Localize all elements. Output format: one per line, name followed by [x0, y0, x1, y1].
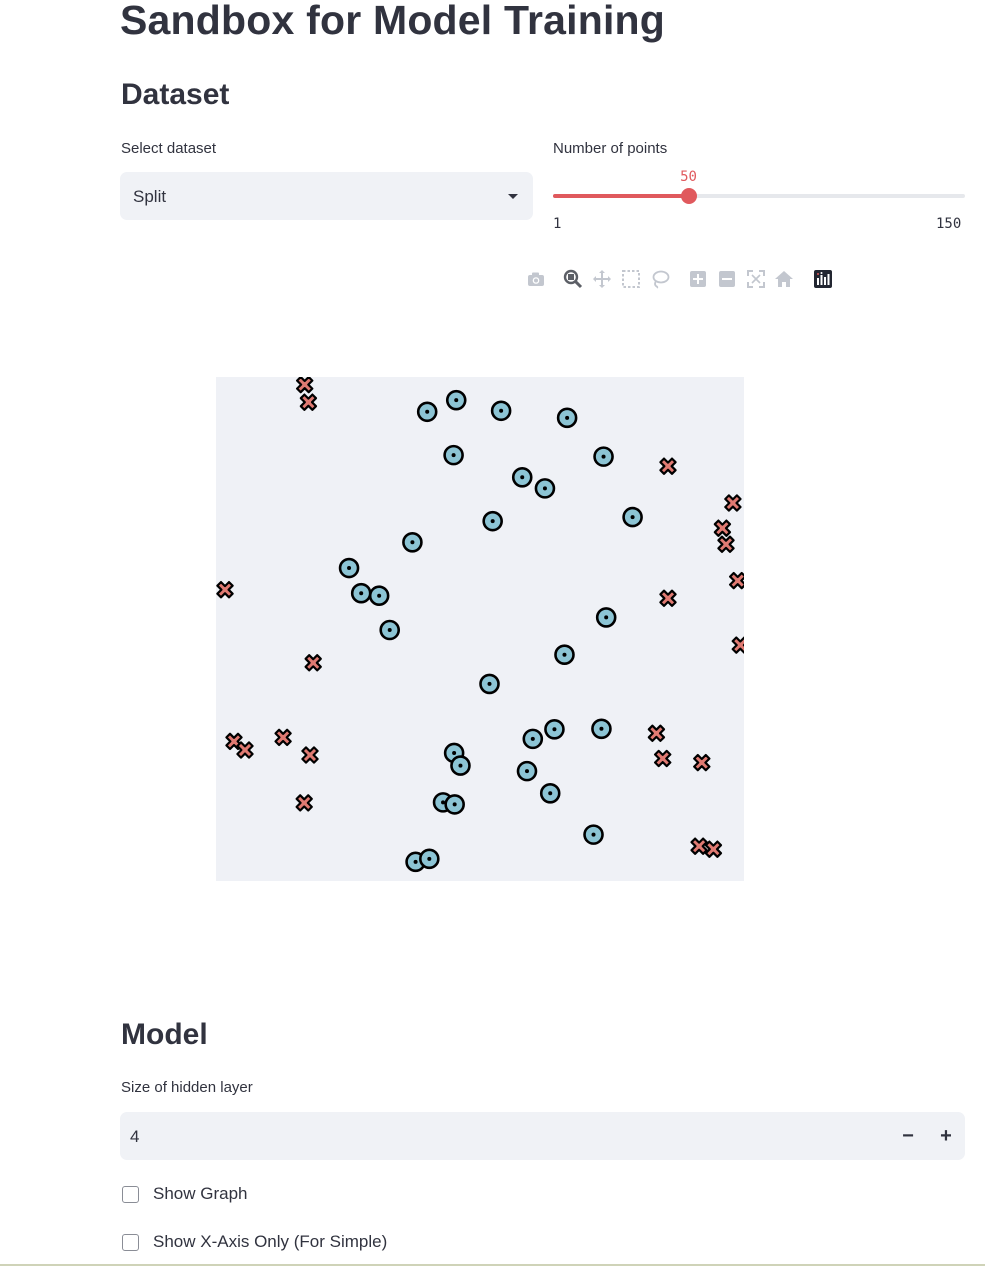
autoscale-icon[interactable] — [744, 266, 768, 292]
class-o-point — [379, 619, 401, 641]
class-x-point — [216, 581, 234, 599]
show-x-axis-checkbox[interactable] — [122, 1233, 139, 1251]
class-o-point — [402, 532, 423, 553]
dataset-select-value: Split — [133, 187, 167, 206]
scatter-plot[interactable] — [216, 377, 744, 881]
class-o-point — [350, 582, 372, 604]
class-o-point — [416, 401, 438, 423]
class-o-point — [516, 760, 538, 782]
zoom-out-icon[interactable] — [715, 266, 739, 292]
class-x-point — [659, 457, 677, 475]
class-o-point — [479, 673, 500, 695]
slider-max: 150 — [936, 216, 962, 232]
plotly-logo-icon[interactable] — [811, 266, 835, 292]
class-o-point — [554, 644, 575, 666]
camera-icon[interactable] — [524, 266, 548, 292]
class-o-point — [544, 718, 565, 740]
dataset-heading: Dataset — [121, 78, 230, 111]
show-graph-checkbox[interactable] — [122, 1185, 139, 1203]
pan-icon[interactable] — [590, 266, 614, 292]
class-x-point — [654, 749, 672, 768]
class-o-point — [490, 400, 512, 422]
class-x-point — [647, 724, 666, 742]
class-x-point — [693, 753, 711, 772]
dataset-select[interactable]: Split — [120, 172, 533, 220]
reset-axes-icon[interactable] — [772, 266, 796, 292]
class-o-point — [511, 466, 533, 488]
show-graph-label: Show Graph — [153, 1184, 248, 1203]
chevron-down-icon — [508, 194, 518, 199]
class-o-point — [482, 510, 503, 532]
page-title: Sandbox for Model Training — [120, 0, 666, 43]
class-x-point — [731, 636, 744, 654]
show-graph-row[interactable]: Show Graph — [122, 1183, 248, 1205]
class-o-point — [556, 407, 578, 429]
class-o-point — [450, 755, 471, 776]
number-of-points-label: Number of points — [553, 140, 668, 157]
lasso-select-icon[interactable] — [648, 266, 672, 292]
class-x-point — [729, 571, 744, 590]
scatter-svg — [216, 377, 744, 873]
class-o-point — [368, 585, 390, 607]
class-o-point — [583, 824, 604, 845]
decrement-button[interactable]: − — [889, 1112, 927, 1160]
class-x-point — [724, 494, 742, 512]
class-o-point — [444, 794, 465, 815]
class-x-point — [299, 393, 318, 411]
slider-fill — [553, 194, 689, 198]
zoom-icon[interactable] — [561, 266, 585, 292]
class-x-point — [704, 840, 723, 858]
show-x-axis-label: Show X-Axis Only (For Simple) — [153, 1232, 388, 1251]
class-x-point — [301, 746, 319, 764]
hidden-layer-value: 4 — [130, 1127, 140, 1146]
plus-icon: + — [940, 1124, 952, 1147]
slider-min: 1 — [553, 216, 562, 232]
class-x-point — [236, 741, 254, 759]
class-x-point — [690, 837, 708, 855]
slider-current-value: 50 — [680, 169, 697, 185]
hidden-layer-input[interactable]: 4 − + — [120, 1112, 965, 1160]
increment-button[interactable]: + — [927, 1112, 965, 1160]
class-o-point — [591, 718, 612, 740]
minus-icon: − — [902, 1124, 914, 1147]
class-o-point — [595, 607, 617, 628]
class-x-point — [296, 377, 314, 394]
slider-thumb[interactable] — [680, 188, 697, 204]
points-slider[interactable] — [553, 188, 965, 204]
box-select-icon[interactable] — [619, 266, 643, 292]
class-o-point — [622, 506, 643, 528]
class-o-point — [445, 389, 467, 411]
zoom-in-icon[interactable] — [686, 266, 710, 292]
class-o-point — [593, 446, 614, 467]
class-o-point — [338, 557, 360, 579]
class-x-point — [304, 654, 322, 672]
class-o-point — [522, 728, 544, 750]
class-o-point — [539, 783, 561, 804]
bottom-divider — [0, 1264, 985, 1266]
class-x-point — [717, 535, 735, 553]
class-o-point — [534, 478, 556, 499]
model-heading: Model — [121, 1018, 208, 1051]
class-x-point — [295, 794, 313, 812]
class-x-point — [274, 728, 292, 747]
hidden-layer-label: Size of hidden layer — [121, 1079, 253, 1096]
class-x-point — [713, 519, 732, 537]
class-o-point — [443, 444, 464, 466]
class-o-point — [419, 848, 440, 870]
show-x-axis-row[interactable]: Show X-Axis Only (For Simple) — [122, 1231, 387, 1253]
select-dataset-label: Select dataset — [121, 140, 217, 157]
class-x-point — [659, 589, 677, 607]
